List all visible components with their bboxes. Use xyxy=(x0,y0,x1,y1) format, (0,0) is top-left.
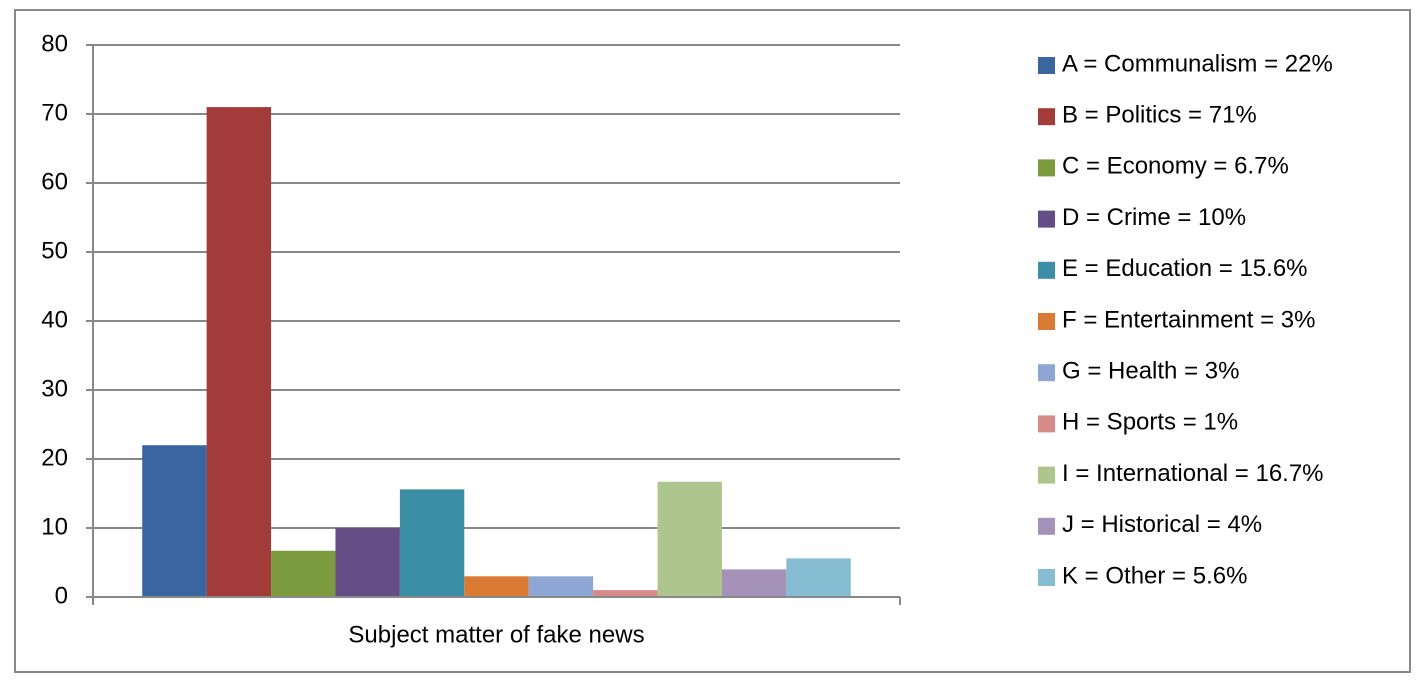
legend-swatch xyxy=(1038,569,1055,586)
legend-swatch xyxy=(1038,466,1055,484)
legend-label: B = Politics = 71% xyxy=(1062,102,1257,129)
legend-label: I = International = 16.7% xyxy=(1062,460,1324,487)
legend-label: A = Communalism = 22% xyxy=(1062,50,1333,77)
bar xyxy=(786,558,851,597)
legend-label: E = Education = 15.6% xyxy=(1062,255,1308,282)
y-tick-label: 40 xyxy=(41,306,68,333)
legend-label: G = Health = 3% xyxy=(1062,358,1239,385)
bar xyxy=(335,528,400,597)
y-tick-label: 0 xyxy=(55,582,68,609)
x-tick-label: Subject matter of fake news xyxy=(348,621,644,648)
legend-label: K = Other = 5.6% xyxy=(1062,562,1247,589)
bar xyxy=(721,569,787,597)
legend-swatch xyxy=(1038,210,1055,228)
bar xyxy=(593,590,658,597)
y-tick-label: 30 xyxy=(41,375,68,402)
legend-swatch xyxy=(1038,415,1055,433)
legend-swatch xyxy=(1038,108,1055,126)
legend-swatch xyxy=(1038,57,1055,74)
bar xyxy=(464,576,529,597)
legend-swatch xyxy=(1038,159,1055,177)
bar xyxy=(142,445,207,597)
bar xyxy=(271,550,336,597)
legend-label: D = Crime = 10% xyxy=(1062,204,1246,231)
bar xyxy=(657,481,722,597)
y-tick-label: 50 xyxy=(41,237,68,264)
legend-swatch xyxy=(1038,517,1055,535)
bar xyxy=(399,489,465,597)
legend-swatch xyxy=(1038,313,1055,330)
y-tick-label: 60 xyxy=(41,168,68,195)
legend-label: F = Entertainment = 3% xyxy=(1062,306,1315,333)
legend-label: J = Historical = 4% xyxy=(1062,511,1262,538)
legend-swatch xyxy=(1038,261,1055,279)
legend-swatch xyxy=(1038,364,1055,382)
bar xyxy=(528,576,594,597)
legend-label: H = Sports = 1% xyxy=(1062,409,1238,436)
legend-label: C = Economy = 6.7% xyxy=(1062,153,1289,180)
y-tick-label: 10 xyxy=(41,513,68,540)
bar xyxy=(206,107,272,597)
y-tick-label: 20 xyxy=(41,444,68,471)
y-tick-label: 80 xyxy=(41,30,68,57)
y-tick-label: 70 xyxy=(41,99,68,126)
